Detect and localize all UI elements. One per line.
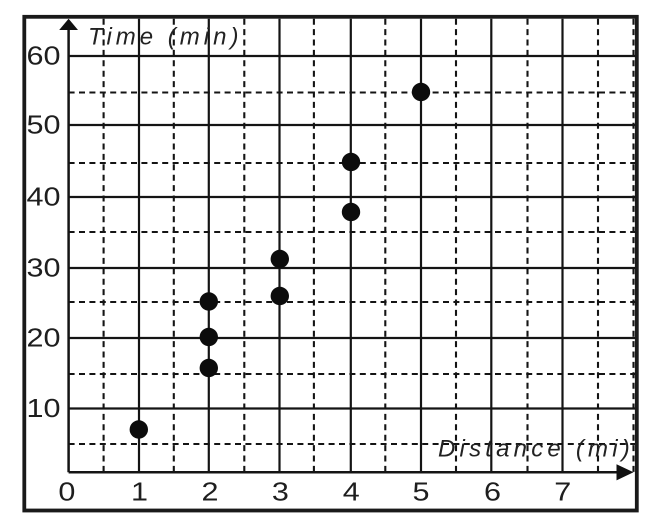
svg-text:1: 1 (131, 477, 148, 507)
svg-text:2: 2 (202, 477, 219, 507)
svg-text:Distance (mi): Distance (mi) (438, 436, 634, 463)
svg-text:3: 3 (272, 477, 289, 507)
svg-text:10: 10 (27, 393, 61, 423)
svg-text:5: 5 (413, 477, 430, 507)
svg-text:0: 0 (58, 477, 75, 507)
svg-text:50: 50 (27, 110, 61, 140)
svg-text:30: 30 (27, 253, 61, 283)
svg-text:6: 6 (484, 477, 501, 507)
svg-text:Time (min): Time (min) (88, 24, 242, 51)
svg-text:60: 60 (27, 41, 61, 71)
svg-text:20: 20 (27, 323, 61, 353)
svg-text:40: 40 (27, 182, 61, 212)
svg-text:4: 4 (343, 477, 360, 507)
svg-text:7: 7 (554, 477, 571, 507)
